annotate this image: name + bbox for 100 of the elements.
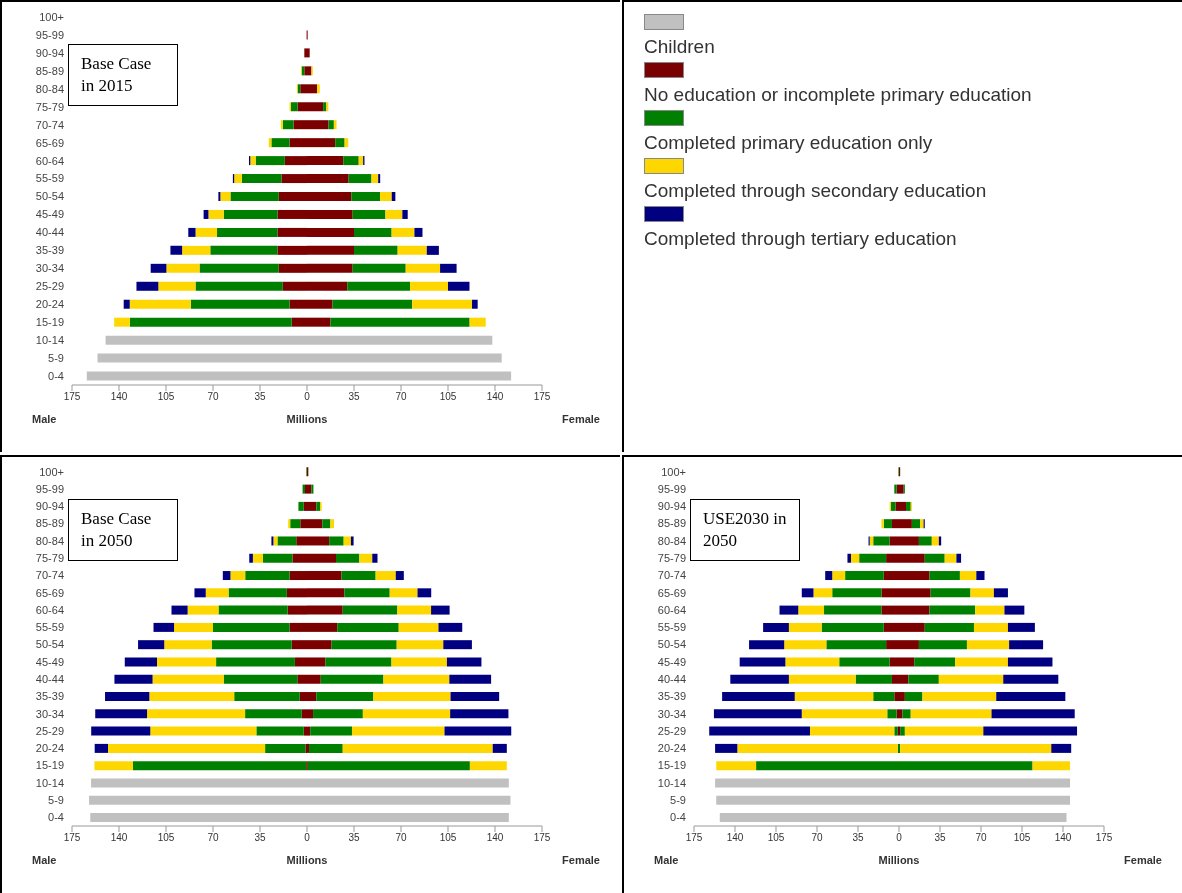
y-tick-label: 100+ <box>661 465 686 478</box>
y-tick-label: 0-4 <box>670 811 686 824</box>
x-tick-label: 175 <box>533 832 551 844</box>
y-tick-label: 85-89 <box>657 517 686 530</box>
y-tick-label: 65-69 <box>35 136 64 149</box>
y-tick-label: 30-34 <box>35 707 64 720</box>
text: Female <box>562 413 600 425</box>
x-tick-label: 0 <box>896 832 903 844</box>
y-tick-label: 90-94 <box>35 46 64 59</box>
x-tick-label: 175 <box>685 832 703 844</box>
y-tick-label: 0-4 <box>48 369 64 382</box>
y-tick-label: 90-94 <box>35 500 64 513</box>
x-tick-label: 140 <box>110 391 128 403</box>
x-axis-title: Millions <box>285 413 329 425</box>
x-tick-label: 0 <box>304 832 311 844</box>
x-tick-label: 140 <box>110 832 128 844</box>
y-tick-label: 15-19 <box>657 759 686 772</box>
y-tick-label: 30-34 <box>657 707 686 720</box>
x-tick-label: 175 <box>63 391 81 403</box>
text: Female <box>1124 854 1162 866</box>
x-tick-label: 35 <box>254 391 266 403</box>
y-tick-label: 75-79 <box>657 551 686 564</box>
legend-label: Completed through secondary education <box>644 180 988 202</box>
x-tick-label: 35 <box>348 832 360 844</box>
y-tick-label: 55-59 <box>657 621 686 634</box>
legend-label: Children <box>644 36 716 58</box>
y-tick-label: 55-59 <box>35 172 64 185</box>
x-axis-title: Millions <box>877 854 921 866</box>
y-tick-label: 65-69 <box>657 586 686 599</box>
y-tick-label: 20-24 <box>657 742 686 755</box>
x-tick-label: 35 <box>934 832 946 844</box>
y-tick-label: 60-64 <box>657 603 686 616</box>
y-tick-label: 10-14 <box>657 776 686 789</box>
y-tick-label: 75-79 <box>35 551 64 564</box>
y-tick-label: 35-39 <box>35 690 64 703</box>
x-tick-label: 70 <box>975 832 987 844</box>
legend-label: No education or incomplete primary education <box>644 84 1033 106</box>
y-tick-label: 65-69 <box>35 586 64 599</box>
text: Female <box>562 854 600 866</box>
x-tick-label: 175 <box>1095 832 1113 844</box>
y-tick-label: 5-9 <box>670 793 686 806</box>
y-tick-label: 95-99 <box>657 482 686 495</box>
x-tick-label: 175 <box>533 391 551 403</box>
text: Male <box>32 413 57 425</box>
y-tick-label: 55-59 <box>35 621 64 634</box>
y-tick-label: 5-9 <box>48 793 64 806</box>
x-tick-label: 175 <box>63 832 81 844</box>
x-tick-label: 105 <box>157 832 175 844</box>
x-tick-label: 35 <box>852 832 864 844</box>
x-tick-label: 70 <box>811 832 823 844</box>
text: Base Case in 2015 <box>68 44 178 106</box>
y-tick-label: 95-99 <box>35 28 64 41</box>
y-tick-label: 35-39 <box>35 244 64 257</box>
x-tick-label: 105 <box>157 391 175 403</box>
y-tick-label: 90-94 <box>657 500 686 513</box>
y-tick-label: 95-99 <box>35 482 64 495</box>
y-tick-label: 15-19 <box>35 759 64 772</box>
y-tick-label: 40-44 <box>35 226 64 239</box>
y-tick-label: 40-44 <box>657 672 686 685</box>
x-tick-label: 140 <box>486 832 504 844</box>
y-tick-label: 15-19 <box>35 316 64 329</box>
y-tick-label: 100+ <box>39 465 64 478</box>
y-tick-label: 70-74 <box>35 569 64 582</box>
y-tick-label: 10-14 <box>35 776 64 789</box>
x-tick-label: 140 <box>726 832 744 844</box>
text: Male <box>654 854 679 866</box>
text: USE2030 in 2050 <box>690 499 800 561</box>
text: Base Case in 2050 <box>68 499 178 561</box>
y-tick-label: 5-9 <box>48 351 64 364</box>
y-tick-label: 0-4 <box>48 811 64 824</box>
x-tick-label: 105 <box>439 832 457 844</box>
y-tick-label: 25-29 <box>657 724 686 737</box>
y-tick-label: 80-84 <box>35 82 64 95</box>
y-tick-label: 85-89 <box>35 64 64 77</box>
x-tick-label: 70 <box>207 832 219 844</box>
x-tick-label: 35 <box>348 391 360 403</box>
x-tick-label: 105 <box>439 391 457 403</box>
y-tick-label: 20-24 <box>35 298 64 311</box>
y-tick-label: 50-54 <box>35 190 64 203</box>
y-tick-label: 60-64 <box>35 603 64 616</box>
x-axis-title: Millions <box>285 854 329 866</box>
y-tick-label: 100+ <box>39 10 64 23</box>
x-tick-label: 70 <box>395 391 407 403</box>
x-tick-label: 140 <box>1054 832 1072 844</box>
x-tick-label: 105 <box>767 832 785 844</box>
legend-label: Completed through tertiary education <box>644 228 958 250</box>
y-tick-label: 80-84 <box>657 534 686 547</box>
x-tick-label: 70 <box>395 832 407 844</box>
x-tick-label: 0 <box>304 391 311 403</box>
x-tick-label: 70 <box>207 391 219 403</box>
x-tick-label: 105 <box>1013 832 1031 844</box>
y-tick-label: 25-29 <box>35 724 64 737</box>
y-tick-label: 35-39 <box>657 690 686 703</box>
y-tick-label: 45-49 <box>35 208 64 221</box>
y-tick-label: 50-54 <box>35 638 64 651</box>
y-tick-label: 70-74 <box>657 569 686 582</box>
text: Male <box>32 854 57 866</box>
y-tick-label: 25-29 <box>35 280 64 293</box>
x-tick-label: 35 <box>254 832 266 844</box>
y-tick-label: 40-44 <box>35 672 64 685</box>
